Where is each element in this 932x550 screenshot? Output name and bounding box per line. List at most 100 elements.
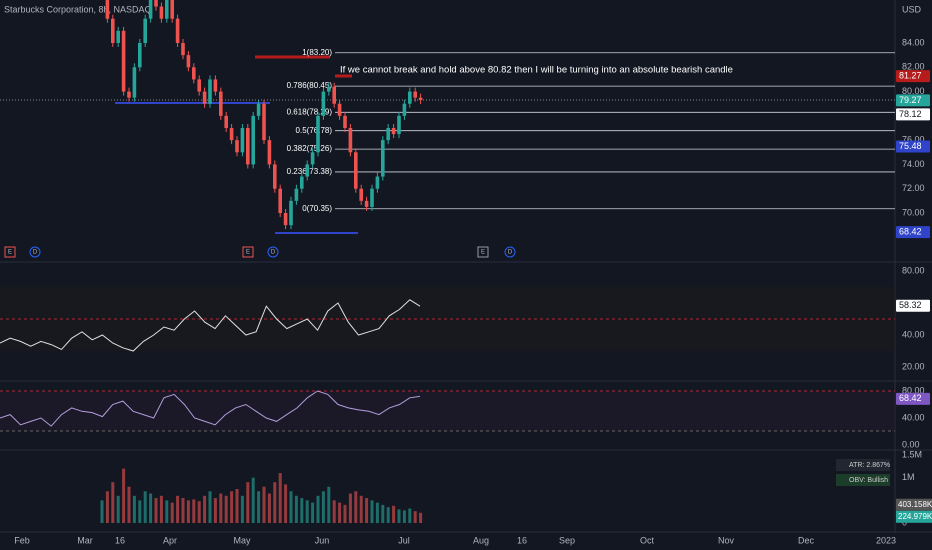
- event-icon[interactable]: [477, 246, 489, 258]
- volume-bar: [381, 504, 385, 523]
- volume-bar: [365, 498, 369, 523]
- event-icon[interactable]: [504, 246, 516, 258]
- info-box: [836, 474, 890, 486]
- candle: [181, 43, 185, 56]
- x-tick-label: 16: [517, 535, 527, 545]
- volume-bar: [154, 498, 158, 523]
- candle: [186, 55, 191, 68]
- candle: [240, 128, 245, 153]
- event-icon[interactable]: [29, 246, 41, 258]
- candle: [332, 86, 336, 104]
- fib-label: 0.236(73.38): [287, 167, 333, 176]
- candle: [246, 128, 250, 165]
- candle: [143, 18, 147, 43]
- volume-bar: [348, 493, 352, 523]
- candle: [408, 91, 412, 104]
- price-badge: [896, 70, 930, 83]
- volume-bar: [219, 493, 223, 523]
- stoch-tick-label: 0.00: [902, 439, 920, 449]
- currency: USD: [902, 4, 922, 14]
- candle: [343, 115, 347, 128]
- volume-bar: [127, 486, 131, 523]
- candle: [229, 128, 234, 141]
- candle: [289, 200, 293, 226]
- event-icon[interactable]: [267, 246, 279, 258]
- chart-title: Starbucks Corporation, 8h, NASDAQ: [4, 4, 152, 14]
- candle: [105, 0, 110, 19]
- candle: [132, 67, 137, 98]
- price-badge-label: 81.27: [899, 71, 922, 81]
- price-tick-label: 74.00: [902, 159, 925, 169]
- candle: [116, 30, 120, 43]
- volume-bar: [294, 495, 298, 523]
- candle: [273, 164, 277, 189]
- volume-badge-label: 224.979K: [898, 512, 932, 521]
- volume-bar: [289, 491, 293, 523]
- info-label: ATR: 2.867%: [849, 462, 890, 469]
- candle: [170, 0, 174, 19]
- volume-bar: [111, 482, 115, 523]
- x-tick-label: Apr: [163, 535, 177, 545]
- candle: [202, 91, 207, 104]
- volume-bar: [132, 495, 136, 523]
- volume-bar: [170, 502, 174, 523]
- x-tick-label: Feb: [14, 535, 30, 545]
- candle: [337, 103, 342, 116]
- x-tick-label: Jun: [315, 535, 330, 545]
- candle: [294, 188, 299, 201]
- volume-bar: [408, 508, 412, 523]
- x-tick-label: May: [233, 535, 251, 545]
- candle: [402, 103, 407, 116]
- candle: [262, 103, 266, 141]
- event-icon[interactable]: [4, 246, 16, 258]
- candle: [305, 164, 309, 177]
- annotation: If we cannot break and hold above 80.82 …: [340, 65, 733, 76]
- rsi-line: [0, 299, 421, 352]
- candle: [327, 86, 331, 92]
- event-label: D: [508, 250, 513, 256]
- volume-bar: [284, 484, 288, 523]
- price-badge-label: 78.12: [899, 109, 922, 119]
- candle: [208, 79, 212, 104]
- x-tick-label: 2023: [876, 535, 896, 545]
- candle: [391, 128, 396, 135]
- candle: [354, 152, 358, 189]
- x-tick-label: Oct: [640, 535, 655, 545]
- volume-bar: [122, 468, 126, 523]
- volume-bar: [208, 491, 212, 523]
- volume-bar: [386, 507, 390, 523]
- x-tick-label: Jul: [398, 535, 410, 545]
- candle: [381, 140, 385, 177]
- price-badge: [896, 140, 930, 153]
- candle: [397, 115, 401, 135]
- volume-bar: [100, 500, 104, 523]
- volume-bar: [246, 482, 250, 523]
- fib-label: 0.618(78.29): [287, 107, 333, 116]
- candle: [386, 128, 390, 141]
- volume-bar: [176, 495, 180, 523]
- candle: [165, 0, 169, 19]
- x-tick-label: Sep: [559, 535, 575, 545]
- volume-bar: [181, 498, 185, 523]
- volume-bar: [186, 500, 190, 523]
- event-icon[interactable]: [242, 246, 254, 258]
- volume-badge: [896, 510, 932, 523]
- candle: [148, 0, 153, 19]
- volume-bar: [262, 486, 266, 523]
- candle: [267, 140, 272, 165]
- price-tick-label: 80.00: [902, 86, 925, 96]
- volume-bar: [267, 493, 271, 523]
- volume-bar: [354, 491, 358, 523]
- candle: [278, 188, 282, 213]
- price-badge: [896, 226, 930, 239]
- stoch-line: [0, 390, 421, 427]
- volume-bar: [213, 498, 217, 523]
- volume-bar: [419, 512, 423, 523]
- rsi-tick-label: 80.00: [902, 265, 925, 275]
- fib-label: 1(83.20): [302, 48, 332, 57]
- price-badge: [896, 94, 930, 107]
- candle: [138, 43, 142, 68]
- stoch-tick-label: 80.00: [902, 385, 925, 395]
